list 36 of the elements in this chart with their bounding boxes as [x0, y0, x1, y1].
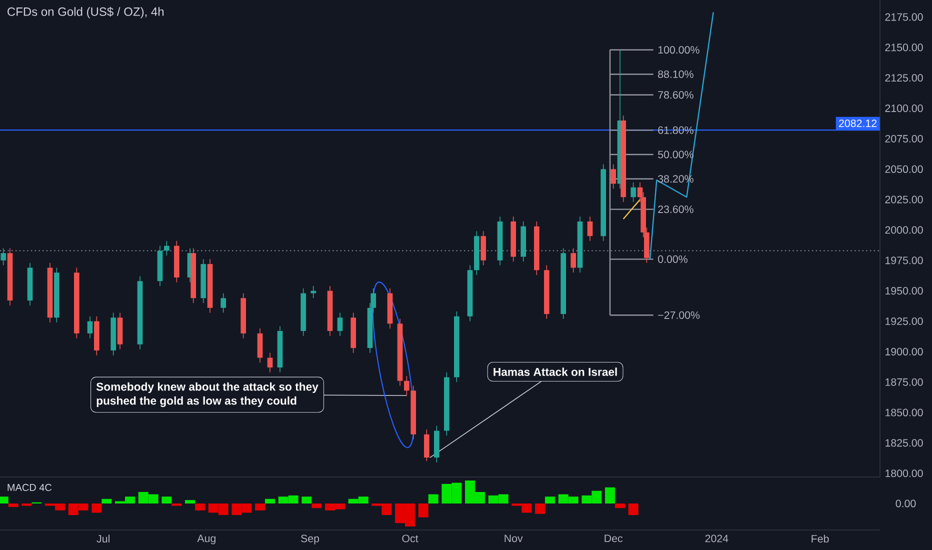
annotation: 0.00% [658, 255, 688, 263]
y-tick-label: 1925.00 [886, 317, 923, 326]
y-tick-label: 2125.00 [885, 74, 923, 82]
annotation: 23.60% [658, 206, 694, 214]
y-tick-label: 2000.00 [885, 226, 923, 234]
text: 0.00 [896, 500, 916, 508]
annotation: Somebody knew about the attack so they pushed the gold as low as they could [96, 382, 318, 408]
annotation: −27.00% [658, 311, 700, 319]
y-tick-label: 2100.00 [885, 104, 923, 112]
chart-title: MACD 4C [8, 484, 52, 492]
y-tick-label: 1950.00 [886, 287, 923, 295]
x-tick-label: Oct [402, 534, 418, 542]
x-tick-label: Nov [504, 534, 523, 542]
ref-line-label: 2082.12 [839, 120, 877, 128]
text: CFDs on Gold (US$ / OZ), 4h [8, 6, 164, 18]
y-tick-label: 2025.00 [885, 196, 923, 204]
y-tick-label: 1825.00 [886, 439, 923, 447]
y-tick-label: 2050.00 [885, 165, 923, 173]
y-tick-label: 2175.00 [885, 13, 923, 21]
x-tick-label: Dec [604, 534, 623, 542]
annotation: 78.60% [658, 91, 694, 99]
x-tick-label: 2024 [705, 534, 728, 542]
y-tick-label: 1975.00 [886, 256, 923, 264]
y-tick-label: 1875.00 [886, 378, 923, 386]
annotation: 88.10% [658, 70, 694, 78]
annotation: 100.00% [658, 46, 700, 54]
annotation: Hamas Attack on Israel [494, 368, 617, 376]
y-tick-label: 1850.00 [886, 408, 923, 416]
y-tick-label: 2075.00 [885, 134, 923, 142]
y-tick-label: 2150.00 [885, 44, 923, 52]
y-tick-label: 1800.00 [886, 470, 923, 478]
y-tick-label: 1900.00 [886, 348, 923, 356]
x-tick-label: Aug [197, 534, 216, 544]
x-tick-label: Sep [300, 534, 320, 544]
x-tick-label: Feb [812, 534, 829, 543]
x-tick-label: Jul [96, 534, 110, 543]
